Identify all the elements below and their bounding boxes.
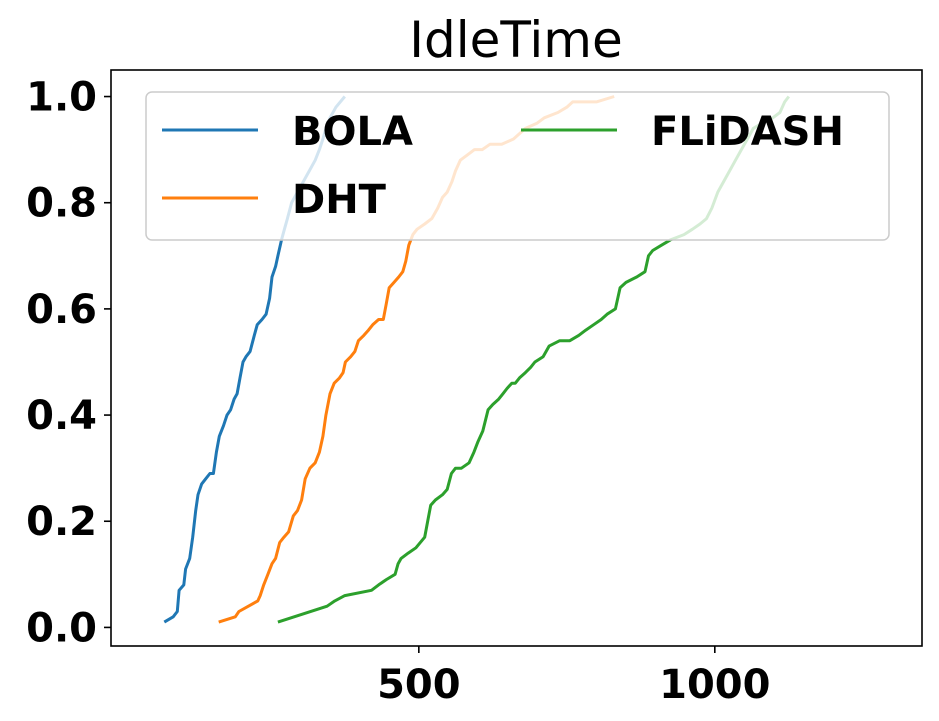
y-tick-label: 1.0 (26, 75, 97, 121)
y-tick-label: 0.2 (26, 499, 97, 545)
legend: BOLA DHT FLiDASH (145, 91, 890, 241)
x-tick-label: 500 (377, 662, 461, 708)
legend-label-flidash: FLiDASH (651, 109, 844, 155)
legend-label-dht: DHT (292, 177, 387, 223)
y-axis: 0.0 0.2 0.4 0.6 0.8 1.0 (26, 75, 111, 651)
plot-frame (110, 69, 923, 647)
x-axis: 500 1000 (377, 646, 770, 708)
legend-box (145, 91, 890, 241)
y-tick-label: 0.6 (26, 287, 97, 333)
legend-label-bola: BOLA (292, 109, 413, 155)
y-tick-label: 0.0 (26, 605, 97, 651)
y-tick-label: 0.8 (26, 181, 97, 227)
x-tick-label: 1000 (659, 662, 770, 708)
y-tick-label: 0.4 (26, 393, 97, 439)
chart-title: IdleTime (409, 11, 623, 69)
